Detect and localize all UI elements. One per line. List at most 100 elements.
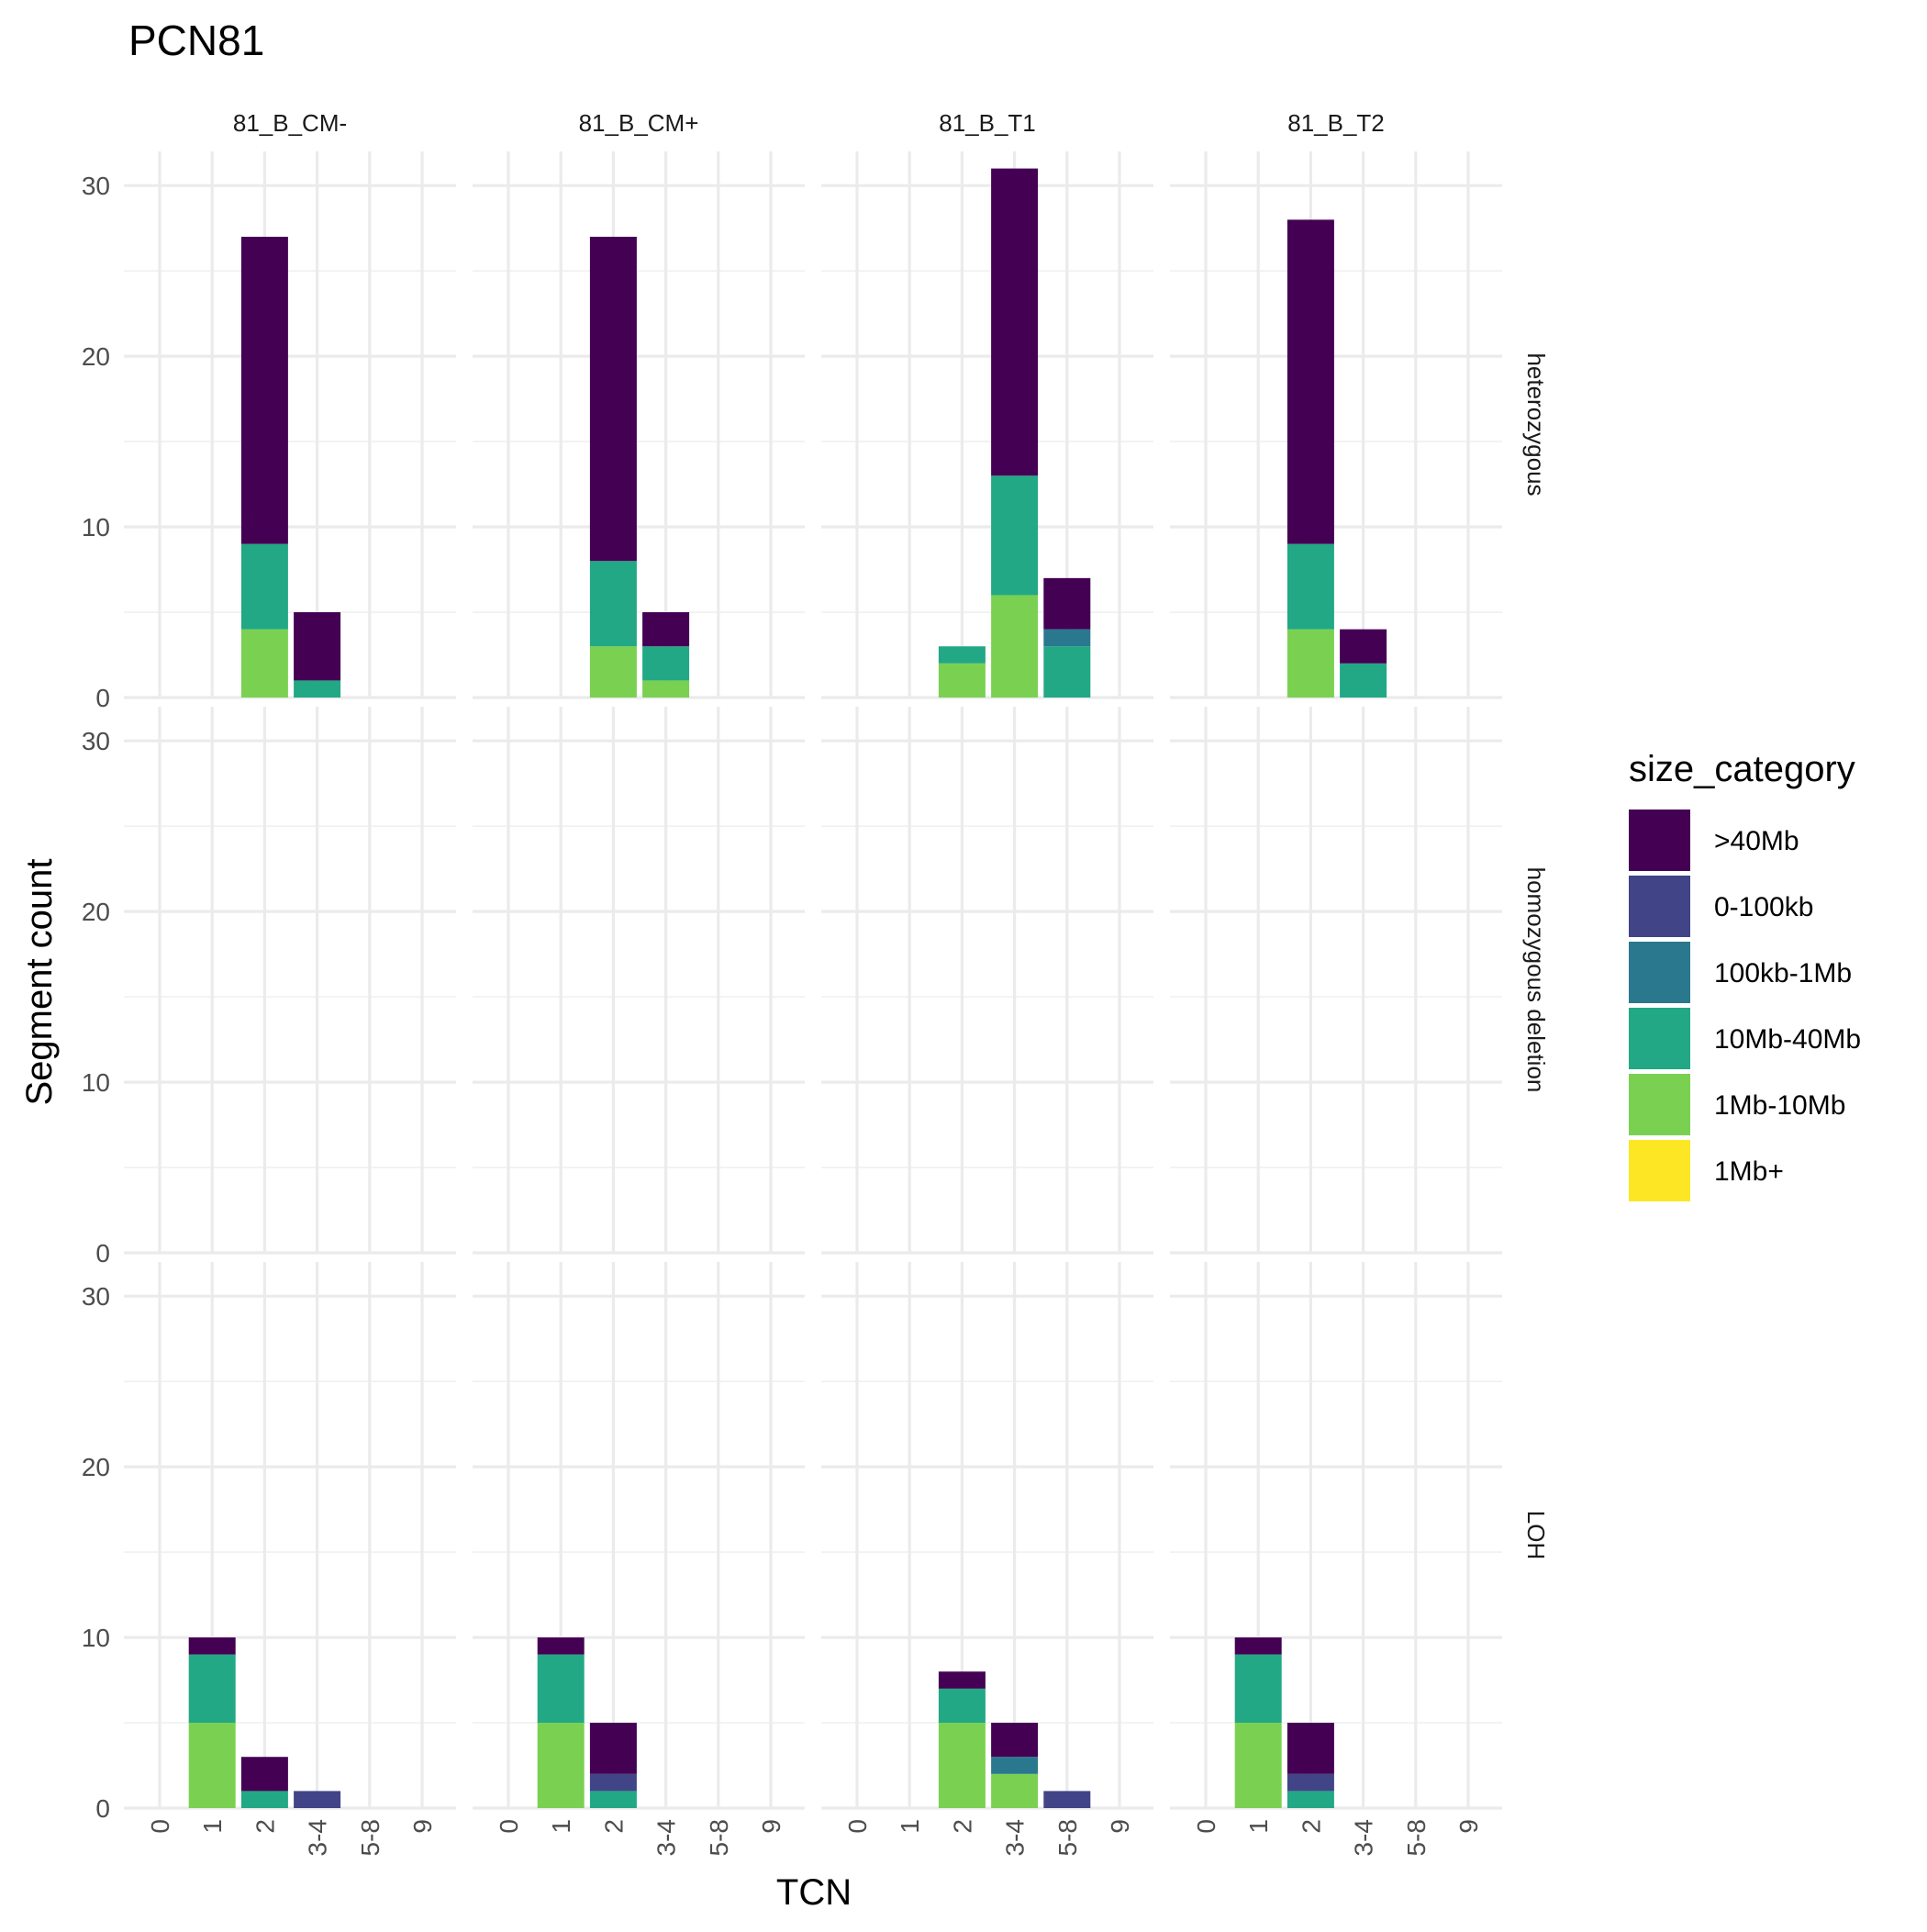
- bar-segment-10mb-40mb: [537, 1654, 585, 1724]
- x-tick-label: 2: [599, 1819, 628, 1834]
- bar-segment-10mb-40mb: [1287, 1791, 1334, 1808]
- facet-row-label: heterozygous: [1522, 352, 1550, 496]
- legend-key-0-100kb: [1629, 876, 1690, 937]
- x-tick-label: 9: [757, 1819, 785, 1834]
- panel-loh-81-b-t2: [1170, 1262, 1502, 1810]
- y-tick-label: 20: [82, 1453, 110, 1481]
- legend-key-gt40mb: [1629, 810, 1690, 871]
- bar-segment-10mb-40mb: [1287, 543, 1334, 630]
- bar-segment-10mb-40mb: [294, 680, 341, 698]
- bar-segment-10mb-40mb: [589, 561, 637, 647]
- y-tick-label: 20: [82, 342, 110, 371]
- bar-segment-1mb-10mb: [1234, 1723, 1282, 1808]
- bar-segment-gt40mb: [589, 1723, 637, 1774]
- bar-segment-gt40mb: [1234, 1637, 1282, 1655]
- y-tick-label: 30: [82, 172, 110, 200]
- panel-homozygous-deletion-81-b-cm: [124, 707, 456, 1255]
- facet-row-label: LOH: [1522, 1511, 1550, 1559]
- bar-segment-10mb-40mb: [1043, 646, 1091, 698]
- x-tick-label: 2: [1297, 1819, 1325, 1834]
- y-tick-label: 10: [82, 513, 110, 542]
- x-tick-label: 5-8: [705, 1819, 733, 1856]
- y-tick-label: 0: [95, 684, 110, 712]
- x-tick-label: 1: [1244, 1819, 1273, 1834]
- x-tick-label: 3-4: [652, 1819, 681, 1856]
- panel-heterozygous-81-b-cmplus: [473, 151, 805, 699]
- x-tick-label: 9: [1106, 1819, 1134, 1834]
- bar-segment-10mb-40mb: [938, 1688, 986, 1724]
- panel-homozygous-deletion-81-b-t1: [821, 707, 1153, 1255]
- bar-segment-1mb-10mb: [938, 1723, 986, 1808]
- panel-loh-81-b-cmplus: [473, 1262, 805, 1810]
- bar-segment-1mb-10mb: [589, 646, 637, 698]
- legend-title: size_category: [1629, 749, 1855, 789]
- facet-row-label: homozygous deletion: [1522, 867, 1550, 1093]
- bar-segment-1mb-10mb: [991, 1773, 1039, 1808]
- bar-segment-gt40mb: [1287, 219, 1334, 544]
- facet-column-label: 81_B_T2: [1287, 109, 1385, 137]
- x-tick-label: 3-4: [1001, 1819, 1030, 1856]
- panel-heterozygous-81-b-t1: [821, 151, 1153, 699]
- bar-segment-10mb-40mb: [938, 646, 986, 664]
- bar-segment-gt40mb: [240, 236, 288, 544]
- y-axis-title: Segment count: [19, 858, 60, 1105]
- bar-segment-gt40mb: [294, 612, 341, 681]
- legend-label: 10Mb-40Mb: [1714, 1024, 1861, 1055]
- bar-segment-gt40mb: [240, 1757, 288, 1792]
- facet-column-label: 81_B_CM-: [233, 109, 347, 137]
- bar-segment-1mb-10mb: [642, 680, 690, 698]
- bar-segment-gt40mb: [537, 1637, 585, 1655]
- legend-label: 1Mb-10Mb: [1714, 1090, 1845, 1121]
- y-tick-label: 0: [95, 1239, 110, 1268]
- panel-loh-81-b-t1: [821, 1262, 1153, 1810]
- panel-homozygous-deletion-81-b-cmplus: [473, 707, 805, 1255]
- bar-segment-10mb-40mb: [642, 646, 690, 681]
- bar-segment-1mb-10mb: [991, 595, 1039, 698]
- legend-key-1mb-10mb: [1629, 1074, 1690, 1135]
- legend-key-10mb-40mb: [1629, 1008, 1690, 1069]
- x-tick-label: 0: [146, 1819, 174, 1834]
- bar-segment-100kb-1mb: [1043, 629, 1091, 647]
- legend: size_category >40Mb 0-100kb 100kb-1Mb 10Mb-…: [1629, 749, 1861, 1201]
- panel-heterozygous-81-b-cm: [124, 151, 456, 699]
- y-tick-label: 10: [82, 1624, 110, 1652]
- axes: 81_B_CM- 81_B_CM+ 81_B_T1 81_B_T2 heterozygo…: [82, 109, 1550, 1856]
- facet-column-label: 81_B_T1: [939, 109, 1036, 137]
- bar-segment-10mb-40mb: [1340, 663, 1387, 698]
- x-tick-label: 9: [408, 1819, 437, 1834]
- panel-loh-81-b-cm: [124, 1262, 456, 1810]
- bar-segment-1mb-10mb: [938, 663, 986, 698]
- bar-segment-gt40mb: [991, 1723, 1039, 1758]
- x-tick-label: 0: [1192, 1819, 1220, 1834]
- chart-title: PCN81: [128, 17, 264, 64]
- bar-segment-gt40mb: [589, 236, 637, 562]
- bar-segment-10mb-40mb: [240, 1791, 288, 1808]
- y-tick-label: 30: [82, 727, 110, 755]
- bar-segment-10mb-40mb: [188, 1654, 236, 1724]
- x-tick-label: 1: [198, 1819, 227, 1834]
- facet-column-label: 81_B_CM+: [579, 109, 699, 137]
- bar-segment-gt40mb: [991, 168, 1039, 476]
- bar-segment-1mb-10mb: [1287, 629, 1334, 698]
- legend-key-100kb-1mb: [1629, 942, 1690, 1003]
- legend-key-1mbplus: [1629, 1140, 1690, 1201]
- bar-segment-gt40mb: [1287, 1723, 1334, 1774]
- legend-label: 1Mb+: [1714, 1156, 1784, 1187]
- bar-segment-0-100kb: [1043, 1791, 1091, 1808]
- x-tick-label: 3-4: [304, 1819, 332, 1856]
- y-tick-label: 30: [82, 1282, 110, 1311]
- x-tick-label: 2: [948, 1819, 976, 1834]
- bar-segment-0-100kb: [294, 1791, 341, 1808]
- x-tick-label: 0: [495, 1819, 523, 1834]
- x-tick-label: 3-4: [1350, 1819, 1378, 1856]
- y-tick-label: 10: [82, 1068, 110, 1097]
- bar-segment-gt40mb: [938, 1671, 986, 1689]
- x-tick-label: 5-8: [356, 1819, 384, 1856]
- bar-segment-gt40mb: [642, 612, 690, 647]
- legend-label: 0-100kb: [1714, 892, 1813, 922]
- x-tick-label: 2: [251, 1819, 279, 1834]
- x-tick-label: 5-8: [1402, 1819, 1431, 1856]
- legend-label: >40Mb: [1714, 826, 1799, 856]
- panel-homozygous-deletion-81-b-t2: [1170, 707, 1502, 1255]
- bar-segment-10mb-40mb: [240, 543, 288, 630]
